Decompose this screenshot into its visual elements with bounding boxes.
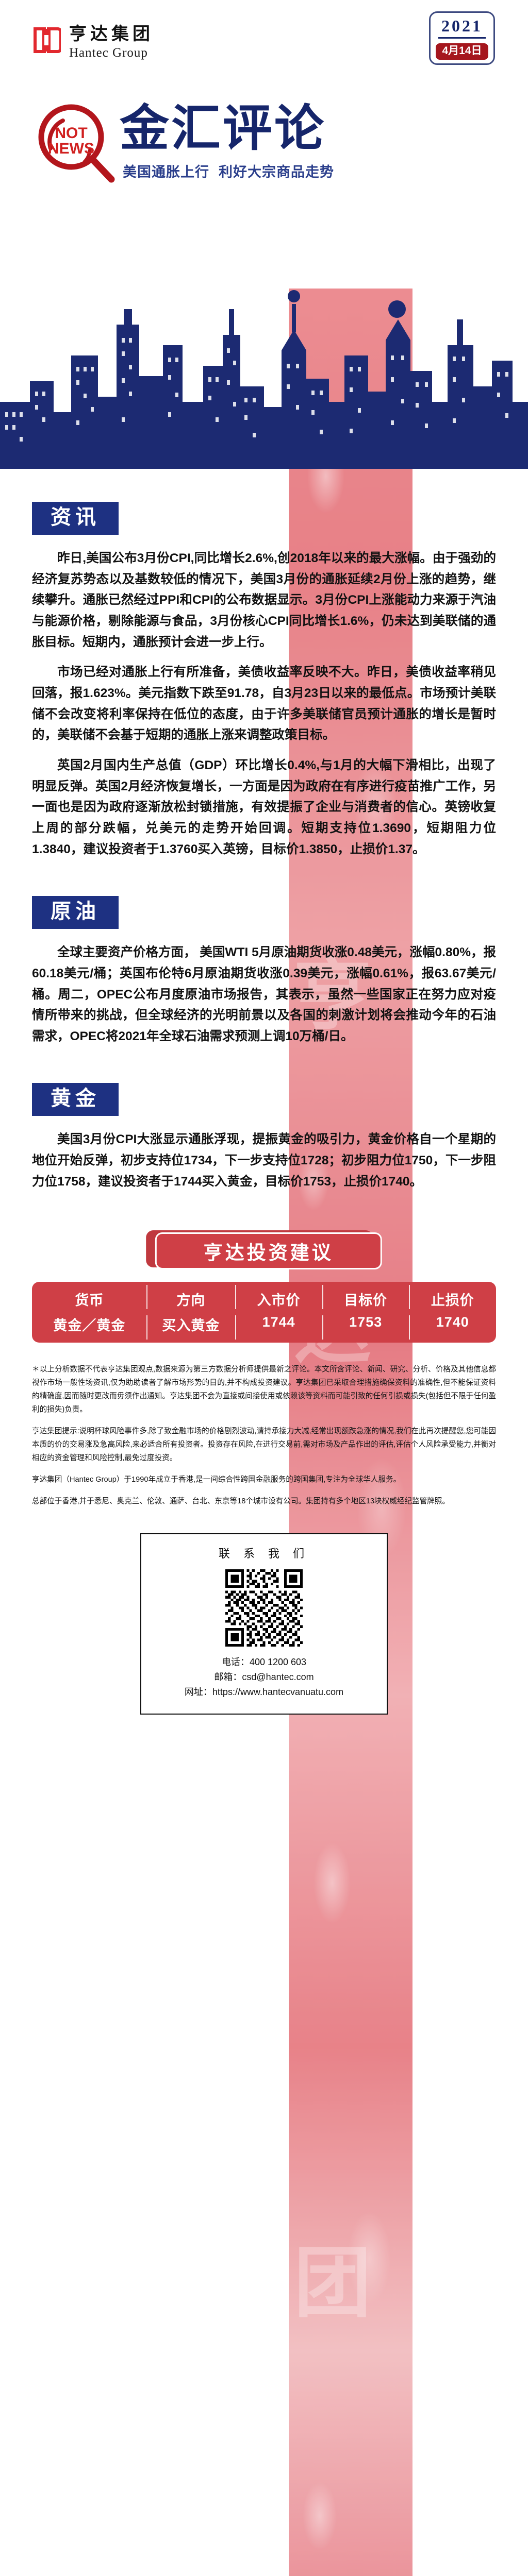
disclaimer-block: ＊以上分析数据不代表亨达集团观点,数据来源为第三方数据分析师提供最新之评论。本文… <box>32 1363 496 1509</box>
advice-value-currency: 黄金／黄金 <box>53 1318 126 1334</box>
advice-value-target: 1753 <box>322 1312 409 1343</box>
hero-section: NOT NEWS 金汇评论 美国通胀上行 利好大宗商品走势 <box>0 77 528 469</box>
contact-title: 联 系 我 们 <box>218 1547 310 1561</box>
advice-title: 亨达投资建议 <box>155 1232 382 1270</box>
advice-table-row: 黄金／黄金 买入黄金 1744 1753 1740 <box>32 1312 496 1343</box>
advice-value-stoploss: 1740 <box>409 1312 496 1343</box>
svg-text:NEWS: NEWS <box>48 140 94 157</box>
city-skyline-silhouette-icon <box>0 247 528 469</box>
brand-name-en: Hantec Group <box>69 46 148 60</box>
svg-text:NOT: NOT <box>55 125 87 142</box>
advice-col-entry: 入市价 <box>235 1282 322 1312</box>
advice-col-direction: 方向 <box>146 1282 235 1312</box>
contact-phone-value[interactable]: 400 1200 603 <box>249 1657 307 1668</box>
hantec-h-logo-icon <box>32 26 62 55</box>
advice-value-direction: 买入黄金 <box>146 1312 235 1343</box>
investment-advice-block: 亨达投资建议 货币 方向 入市价 目标价 止损价 黄金／黄金 买入黄金 1744… <box>0 1226 528 1343</box>
contact-email-value[interactable]: csd@hantec.com <box>242 1672 314 1683</box>
section-news-paragraph-2: 市场已经对通胀上行有所准备，美债收益率反映不大。昨日，美债收益率稍见回落，报1.… <box>32 665 496 742</box>
disclaimer-paragraph-1: ＊以上分析数据不代表亨达集团观点,数据来源为第三方数据分析师提供最新之评论。本文… <box>32 1365 496 1414</box>
hero-title-block: 金汇评论 美国通胀上行 利好大宗商品走势 <box>120 104 343 181</box>
brand-name-cn: 亨达集团 <box>69 25 154 44</box>
date-badge: 2021 4月14日 <box>429 11 495 65</box>
section-heading-crude-oil: 原油 <box>32 896 119 929</box>
watermark-band <box>289 289 412 2576</box>
contact-phone-line: 电话：400 1200 603 <box>141 1655 387 1670</box>
disclaimer-paragraph-3: 亨达集团（Hantec Group）于1990年成立于香港,是一间综合性跨国金融… <box>32 1476 401 1484</box>
advice-col-target: 目标价 <box>322 1282 409 1312</box>
page-subtitle-part-1: 美国通胀上行 <box>123 164 209 180</box>
advice-table-header-row: 货币 方向 入市价 目标价 止损价 <box>32 1282 496 1312</box>
section-news-paragraph-1: 昨日,美国公布3月份CPI,同比增长2.6%,创2018年以来的最大涨幅。由于强… <box>32 551 496 649</box>
date-year: 2021 <box>438 18 486 39</box>
disclaimer-paragraph-4: 总部位于香港,并于悉尼、奥克兰、伦敦、通萨、台北、东京等18个城市设有公司。集团… <box>32 1497 450 1506</box>
brand-lockup: 亨达集团 Hantec Group <box>32 20 528 60</box>
advice-table: 货币 方向 入市价 目标价 止损价 黄金／黄金 买入黄金 1744 1753 1… <box>32 1282 496 1343</box>
advice-col-currency: 货币 <box>75 1293 104 1309</box>
contact-website-value[interactable]: https://www.hantecvanuatu.com <box>212 1687 344 1698</box>
section-heading-gold: 黄金 <box>32 1083 119 1116</box>
contact-website-label: 网址： <box>184 1687 212 1698</box>
section-heading-news: 资讯 <box>32 502 119 535</box>
contact-phone-label: 电话： <box>221 1657 250 1668</box>
hero-title-area: NOT NEWS 金汇评论 美国通胀上行 利好大宗商品走势 <box>0 77 528 247</box>
page-subtitle: 美国通胀上行 利好大宗商品走势 <box>123 161 343 181</box>
bottom-spacer <box>0 1715 528 1745</box>
contact-email-label: 邮箱： <box>214 1672 242 1683</box>
disclaimer-paragraph-2: 亨达集团提示:说明杯球风险事件多,除了致金融市场的价格剧烈波动,请持承接力大减,… <box>32 1427 496 1463</box>
date-month-day: 4月14日 <box>436 43 488 60</box>
page-subtitle-part-2: 利好大宗商品走势 <box>219 164 334 180</box>
contact-email-line: 邮箱：csd@hantec.com <box>141 1670 387 1685</box>
advice-title-wrap: 亨达投资建议 <box>0 1226 528 1270</box>
qr-code-icon[interactable] <box>225 1569 303 1647</box>
section-crude-oil-paragraph-1: 全球主要资产价格方面， 美国WTI 5月原油期货收涨0.48美元，涨幅0.80%… <box>32 945 496 1043</box>
contact-website-line: 网址：https://www.hantecvanuatu.com <box>141 1685 387 1700</box>
article-content: 资讯 昨日,美国公布3月份CPI,同比增长2.6%,创2018年以来的最大涨幅。… <box>0 469 528 1201</box>
section-gold-paragraph-1: 美国3月份CPI大涨显示通胀浮现，提振黄金的吸引力，黄金价格自一个星期的地位开始… <box>32 1132 496 1189</box>
brand-names: 亨达集团 Hantec Group <box>69 20 154 60</box>
magnifier-not-news-icon: NOT NEWS <box>33 101 116 183</box>
page-title: 金汇评论 <box>120 101 326 156</box>
advice-value-entry: 1744 <box>235 1312 322 1343</box>
advice-col-stoploss: 止损价 <box>409 1282 496 1312</box>
section-news-paragraph-3: 英国2月国内生产总值（GDP）环比增长0.4%,与1月的大幅下滑相比，出现了明显… <box>32 758 496 856</box>
page-header: 亨达集团 Hantec Group 2021 4月14日 <box>0 0 528 77</box>
contact-box: 联 系 我 们 <box>140 1533 388 1715</box>
